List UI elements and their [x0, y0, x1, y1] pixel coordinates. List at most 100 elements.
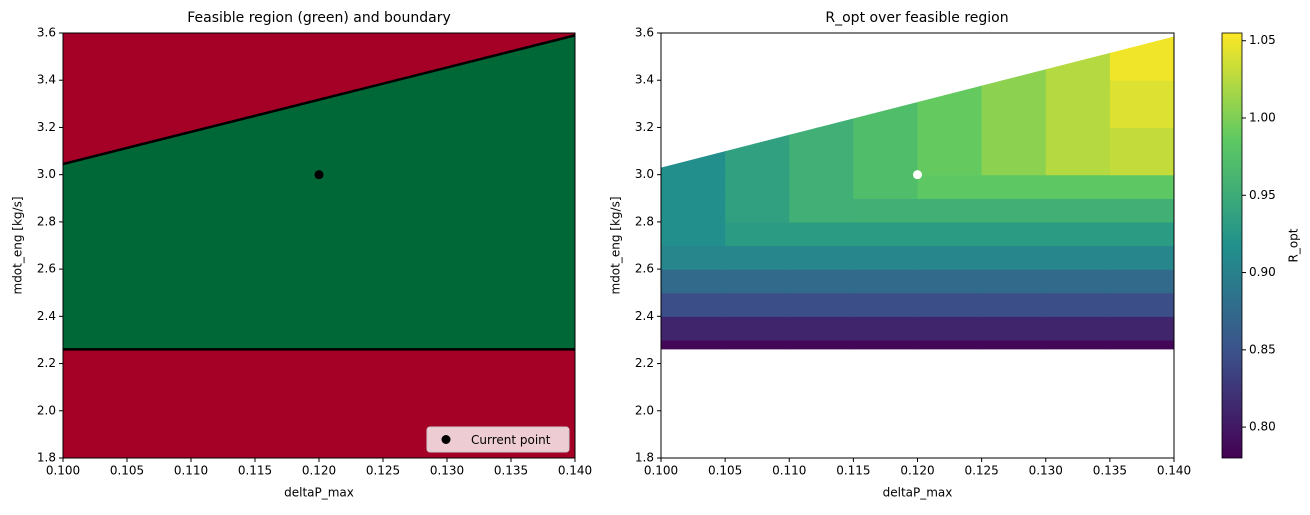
heatmap-cell [981, 198, 1047, 223]
current-point [314, 170, 324, 180]
heatmap-cell [725, 198, 790, 223]
heatmap-cell [853, 198, 919, 223]
heatmap-cell [853, 221, 919, 247]
x-tick-label: 0.100 [46, 464, 80, 478]
heatmap-cell [1045, 198, 1111, 223]
x-tick-label: 0.130 [430, 464, 464, 478]
x-axis-label: deltaP_max [284, 486, 354, 500]
x-tick-label: 0.135 [1093, 464, 1127, 478]
x-tick-label: 0.100 [644, 464, 678, 478]
heatmap-cell [661, 316, 726, 341]
heatmap-cell [853, 36, 919, 81]
heatmap-cell [661, 127, 726, 176]
x-tick-label: 0.120 [900, 464, 934, 478]
heatmap-cell [917, 36, 983, 81]
heatmap-cell [789, 221, 854, 247]
heatmap-cell [917, 269, 983, 294]
heatmap-cell [725, 174, 790, 199]
y-tick-label: 2.0 [635, 403, 654, 417]
heatmap-cell [1045, 316, 1111, 341]
x-tick-label: 0.105 [110, 464, 144, 478]
y-tick-label: 2.4 [635, 309, 654, 323]
y-tick-label: 2.2 [37, 356, 56, 370]
heatmap-cell [981, 36, 1047, 81]
heatmap-cell [661, 221, 726, 247]
heatmap-cell [1109, 198, 1174, 223]
heatmap-cell [1109, 127, 1174, 176]
heatmap-cell [1109, 80, 1174, 129]
heatmap-cell [725, 127, 790, 176]
heatmap-cell [1109, 339, 1174, 350]
heatmap-cell [1045, 339, 1111, 350]
y-tick-label: 3.4 [635, 73, 654, 87]
heatmap-cell [917, 292, 983, 317]
heatmap-cell [789, 292, 854, 317]
heatmap-cell [1045, 174, 1111, 199]
heatmap-cell [1045, 245, 1111, 270]
y-tick-label: 1.8 [635, 451, 654, 465]
heatmap-cell [1045, 36, 1111, 81]
y-tick-label: 2.8 [37, 214, 56, 228]
y-tick-label: 3.6 [37, 26, 56, 40]
heatmap-cell [725, 36, 790, 81]
y-tick-label: 3.2 [37, 120, 56, 134]
y-tick-label: 2.2 [635, 356, 654, 370]
colorbar [1221, 32, 1243, 459]
x-tick-label: 0.140 [558, 464, 592, 478]
x-tick-label: 0.140 [1157, 464, 1191, 478]
heatmap-cell [725, 80, 790, 129]
x-tick-label: 0.115 [238, 464, 272, 478]
x-tick-label: 0.135 [494, 464, 528, 478]
y-tick-label: 2.8 [635, 214, 654, 228]
heatmap-cell [853, 292, 919, 317]
heatmap-cell [853, 316, 919, 341]
heatmap-cell [853, 174, 919, 199]
y-tick-label: 3.6 [635, 26, 654, 40]
y-tick-label: 3.0 [635, 167, 654, 181]
y-tick-label: 3.0 [37, 167, 56, 181]
heatmap-cell [725, 269, 790, 294]
heatmap-cell [1109, 174, 1174, 199]
heatmap-cell [1045, 80, 1111, 129]
heatmap-cell [1109, 221, 1174, 247]
heatmap-cell [853, 80, 919, 129]
y-tick-label: 2.6 [37, 262, 56, 276]
heatmap-cell [917, 127, 983, 176]
heatmap-cell [789, 245, 854, 270]
legend-marker [441, 435, 451, 444]
heatmap-cell [789, 127, 854, 176]
colorbar-tick-label: 0.85 [1249, 342, 1276, 356]
heatmap-cell [981, 292, 1047, 317]
heatmap-cell [1045, 221, 1111, 247]
heatmap-cell [661, 269, 726, 294]
colorbar-tick-label: 0.95 [1249, 188, 1276, 202]
x-tick-label: 0.120 [302, 464, 336, 478]
heatmap-cell [981, 316, 1047, 341]
heatmap-cell [1109, 245, 1174, 270]
current-point [913, 170, 922, 180]
heatmap-cell [789, 36, 854, 81]
heatmap-cell [1045, 269, 1111, 294]
x-tick-label: 0.115 [836, 464, 870, 478]
y-tick-label: 2.6 [635, 262, 654, 276]
heatmap-cell [661, 174, 726, 199]
heatmap-cell [853, 339, 919, 350]
heatmap-cell [853, 269, 919, 294]
y-axis-label: mdot_eng [kg/s] [11, 197, 25, 295]
legend-box [426, 426, 570, 453]
x-tick-label: 0.105 [708, 464, 742, 478]
heatmap-cell [725, 221, 790, 247]
colorbar-tick-label: 0.80 [1249, 420, 1276, 434]
y-tick-label: 2.0 [37, 403, 56, 417]
heatmap-cell [789, 80, 854, 129]
y-axis-label: mdot_eng [kg/s] [609, 197, 623, 295]
heatmap-cell [917, 339, 983, 350]
heatmap-cell [917, 221, 983, 247]
heatmap-cell [1109, 316, 1174, 341]
chart-title: R_opt over feasible region [825, 10, 1008, 26]
heatmap-cell [981, 269, 1047, 294]
legend-label: Current point [471, 433, 551, 447]
x-axis-label: deltaP_max [883, 486, 953, 500]
feasible-region [63, 35, 575, 350]
